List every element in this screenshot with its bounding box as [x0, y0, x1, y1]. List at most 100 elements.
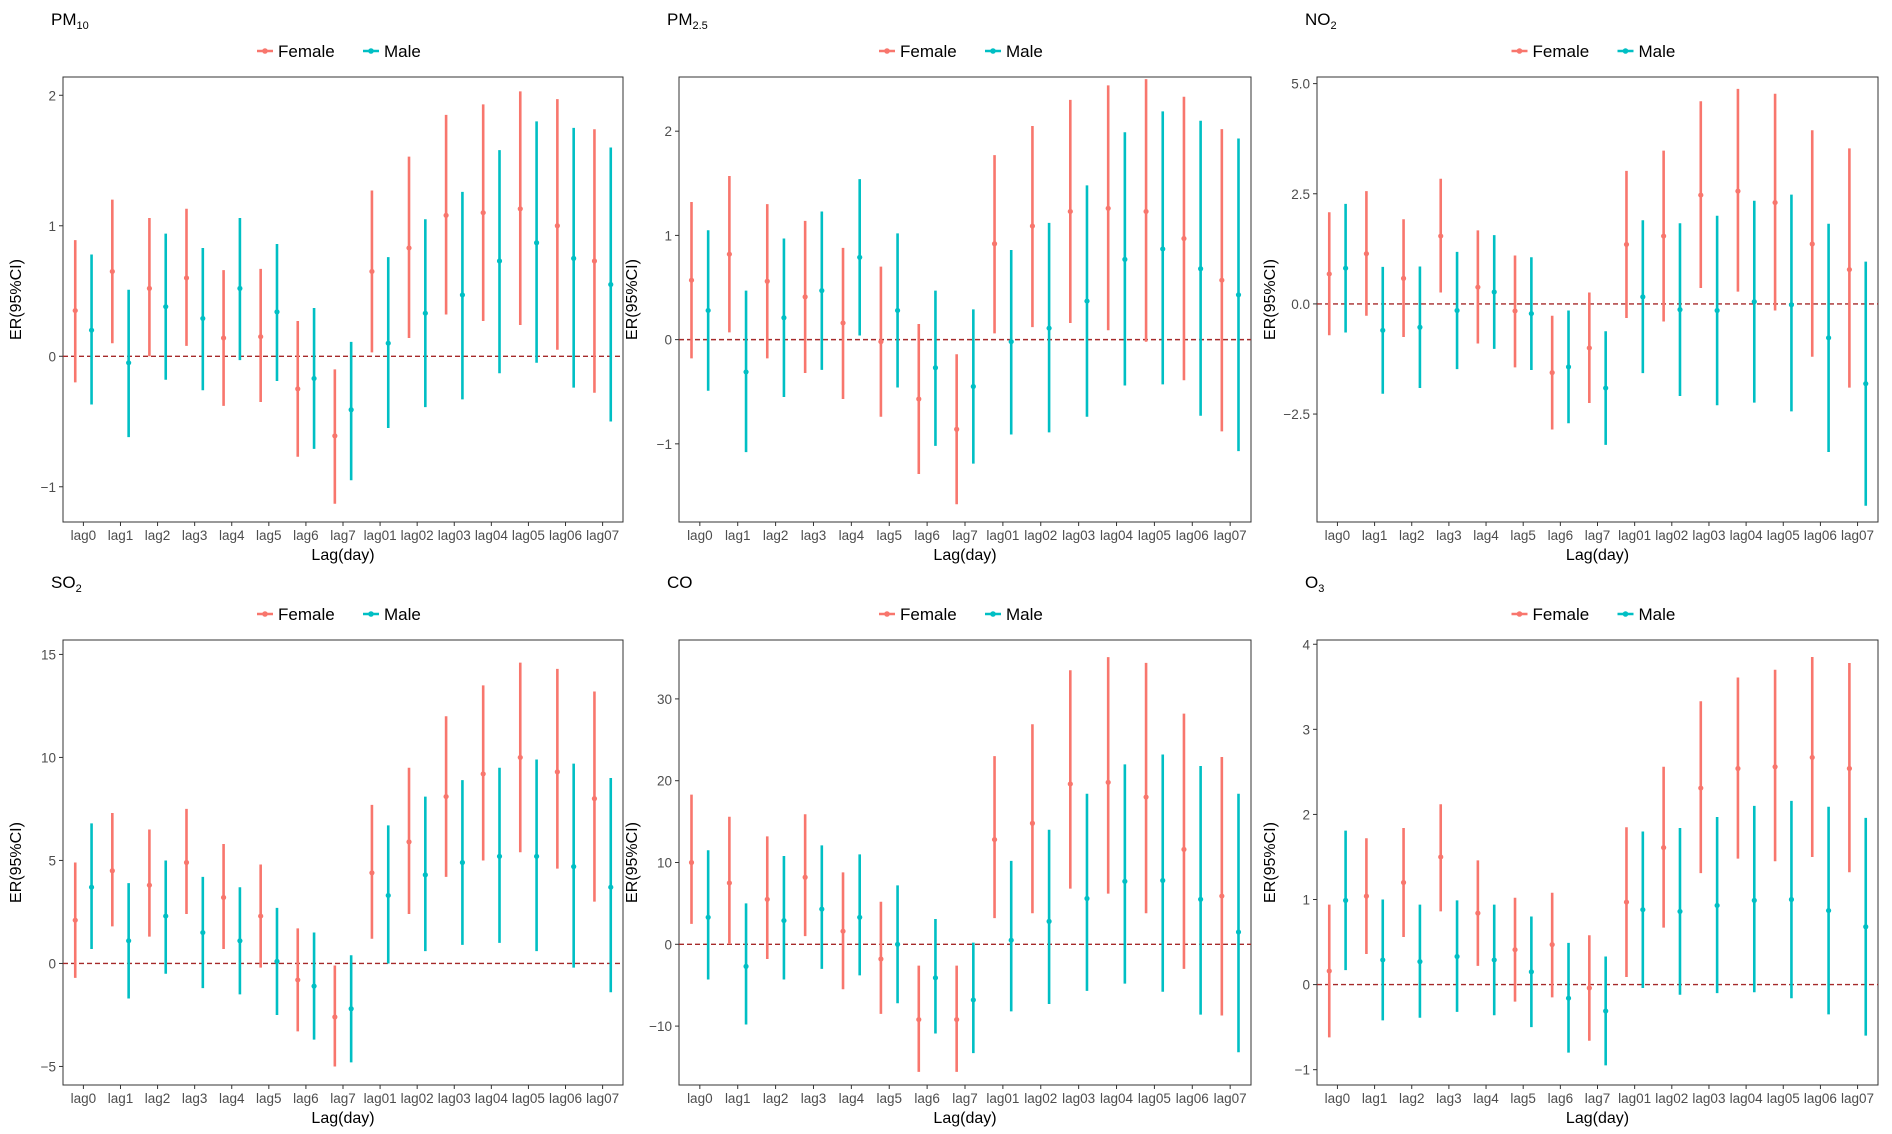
data-point [88, 884, 95, 890]
series-female [1326, 657, 1852, 1041]
data-point [1846, 765, 1852, 772]
legend-key-point [990, 611, 996, 617]
x-tick-label: lag07 [1214, 1091, 1247, 1106]
plot-border [678, 639, 1252, 1086]
data-point [1751, 299, 1757, 305]
legend-key-point [884, 48, 890, 54]
data-point [1380, 327, 1386, 333]
series-female [72, 91, 598, 504]
panel-title: NO2 [1305, 10, 1337, 32]
y-axis-title: ER(95%CI) [624, 259, 641, 340]
panel-title-main: PM [667, 10, 693, 29]
data-point [1417, 959, 1423, 965]
data-point [1603, 1008, 1609, 1014]
data-point [348, 407, 354, 413]
panel-title-subscript: 10 [77, 20, 89, 32]
legend: Female Male [879, 42, 1043, 61]
data-point [1143, 794, 1149, 800]
legend-key-point [884, 611, 890, 617]
data-point [1661, 233, 1667, 239]
y-tick-label: 2 [664, 124, 672, 139]
data-point [183, 859, 190, 866]
data-point [1825, 335, 1832, 341]
data-point [1417, 324, 1423, 330]
data-point [480, 210, 486, 216]
data-point [688, 277, 695, 283]
x-tick-label: lag04 [1730, 528, 1764, 543]
x-tick-label: lag1 [108, 1091, 134, 1106]
y-tick-label: 10 [657, 856, 672, 871]
legend-key-point [990, 48, 996, 54]
data-point [220, 894, 227, 901]
data-point [608, 281, 614, 288]
y-axis-title: ER(95%CI) [624, 822, 641, 903]
y-tick-label: 20 [657, 774, 672, 789]
x-tick-label: lag2 [1399, 528, 1425, 543]
data-point [459, 292, 466, 298]
x-tick-label: lag07 [1214, 528, 1247, 543]
data-point [422, 872, 428, 878]
data-point [688, 859, 695, 866]
x-tick-label: lag05 [512, 1091, 545, 1106]
data-point [857, 914, 863, 920]
x-tick-label: lag2 [763, 1091, 789, 1106]
x-tick-label: lag3 [182, 1091, 208, 1106]
data-point [1326, 968, 1332, 974]
legend: Female Male [1511, 605, 1675, 624]
x-tick-label: lag0 [71, 1091, 97, 1106]
legend-key-point [262, 611, 268, 617]
x-tick-label: lag6 [293, 1091, 319, 1106]
data-point [1698, 785, 1704, 791]
plot-border [62, 76, 624, 523]
data-point [258, 913, 264, 919]
x-tick-label: lag04 [475, 528, 509, 543]
panel-title: CO [667, 573, 693, 592]
y-tick-label: −2.5 [1283, 407, 1310, 422]
data-point [109, 868, 115, 874]
data-point [274, 958, 280, 964]
data-point [1491, 289, 1497, 295]
data-point [1565, 995, 1572, 1001]
data-point [1549, 942, 1555, 948]
data-point [1084, 298, 1090, 304]
data-point [1067, 781, 1073, 787]
data-point [1863, 381, 1869, 387]
data-point [385, 892, 391, 899]
data-point [781, 917, 787, 924]
panel-title: PM10 [51, 10, 89, 32]
data-point [496, 853, 503, 859]
data-point [802, 874, 808, 880]
data-point [422, 310, 428, 316]
data-point [406, 245, 412, 251]
data-point [1008, 339, 1014, 345]
data-point [1677, 908, 1683, 915]
data-point [1067, 208, 1073, 215]
x-tick-label: lag01 [1618, 528, 1651, 543]
data-point [591, 796, 598, 802]
y-axis-title: ER(95%CI) [8, 822, 25, 903]
x-tick-label: lag1 [725, 528, 751, 543]
data-point [1623, 899, 1630, 905]
y-tick-label: 30 [657, 692, 672, 707]
y-axis-title: ER(95%CI) [1262, 822, 1279, 903]
data-point [1475, 910, 1481, 916]
data-point [1512, 308, 1518, 314]
panel-title-main: O [1305, 573, 1318, 592]
data-point [894, 941, 901, 947]
panel-title: PM2.5 [667, 10, 708, 32]
data-point [126, 938, 132, 944]
x-tick-label: lag01 [1618, 1091, 1651, 1106]
data-point [1122, 878, 1128, 884]
x-tick-label: lag7 [330, 1091, 356, 1106]
data-point [1326, 271, 1332, 277]
data-point [163, 304, 169, 310]
x-tick-label: lag2 [145, 528, 171, 543]
x-tick-label: lag02 [401, 1091, 434, 1106]
y-tick-label: 0 [664, 333, 672, 348]
x-tick-label: lag04 [1730, 1091, 1764, 1106]
x-tick-label: lag3 [801, 528, 827, 543]
data-point [1714, 902, 1720, 909]
x-tick-label: lag06 [1804, 528, 1837, 543]
data-point [200, 315, 206, 322]
